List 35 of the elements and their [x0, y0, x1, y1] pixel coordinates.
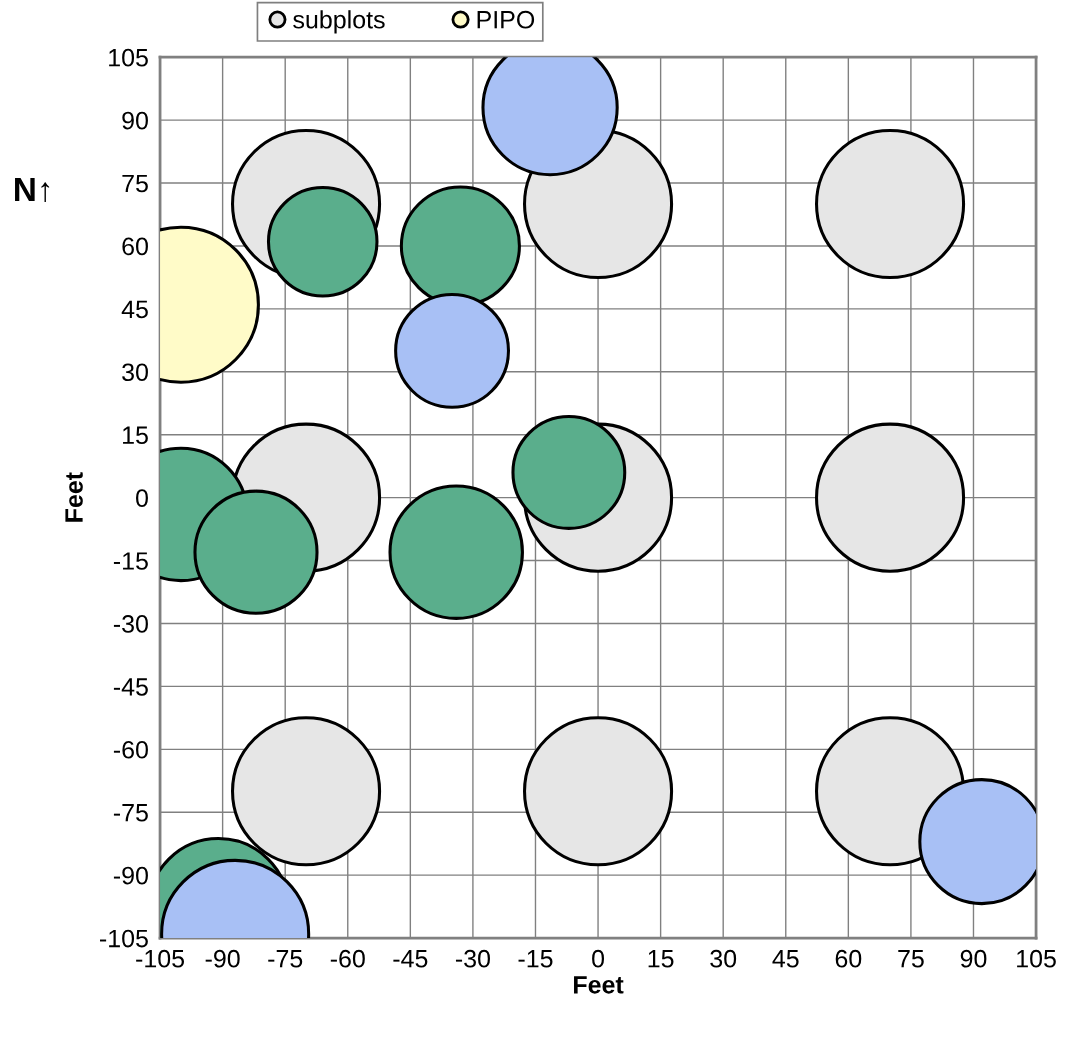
y-tick-label: -45	[113, 678, 148, 696]
x-tick-label: 30	[710, 949, 737, 968]
x-tick-label: 0	[592, 949, 605, 968]
y-tick-label: 15	[123, 426, 148, 445]
x-tick-label: 60	[835, 949, 862, 968]
y-tick-label: 75	[122, 174, 148, 193]
y-tick-label: 105	[109, 48, 148, 67]
x-tick-label: 105	[1017, 949, 1056, 968]
legend-label: subplots	[293, 10, 385, 34]
text: N↑	[15, 178, 50, 203]
y-tick-label: -90	[113, 866, 148, 885]
legend-label: PIPO	[477, 10, 535, 29]
y-tick-label: -105	[100, 929, 148, 948]
y-tick-label: -15	[113, 552, 148, 570]
y-tick-label: 0	[136, 489, 148, 507]
x-tick-label: -15	[518, 950, 553, 968]
x-tick-label: -60	[330, 949, 365, 968]
y-tick-label: -75	[113, 804, 148, 822]
x-tick-label: -90	[205, 949, 240, 968]
x-tick-label: 45	[772, 950, 799, 968]
y-tick-label: 30	[122, 363, 148, 382]
y-tick-label: 90	[122, 111, 148, 130]
x-tick-label: -105	[136, 949, 185, 968]
x-tick-label: 75	[898, 950, 924, 968]
y-tick-label: 60	[122, 237, 148, 256]
x-axis-title: Feet	[574, 976, 624, 994]
y-tick-label: 45	[121, 300, 148, 319]
y-tick-label: -30	[113, 615, 148, 633]
x-tick-label: 15	[648, 950, 674, 968]
x-tick-label: -75	[268, 950, 303, 968]
y-axis-title: Feet	[65, 472, 83, 522]
x-tick-label: -45	[393, 950, 428, 968]
x-tick-label: -30	[455, 949, 490, 968]
y-tick-label: -60	[113, 740, 148, 759]
x-tick-label: 90	[960, 949, 987, 968]
